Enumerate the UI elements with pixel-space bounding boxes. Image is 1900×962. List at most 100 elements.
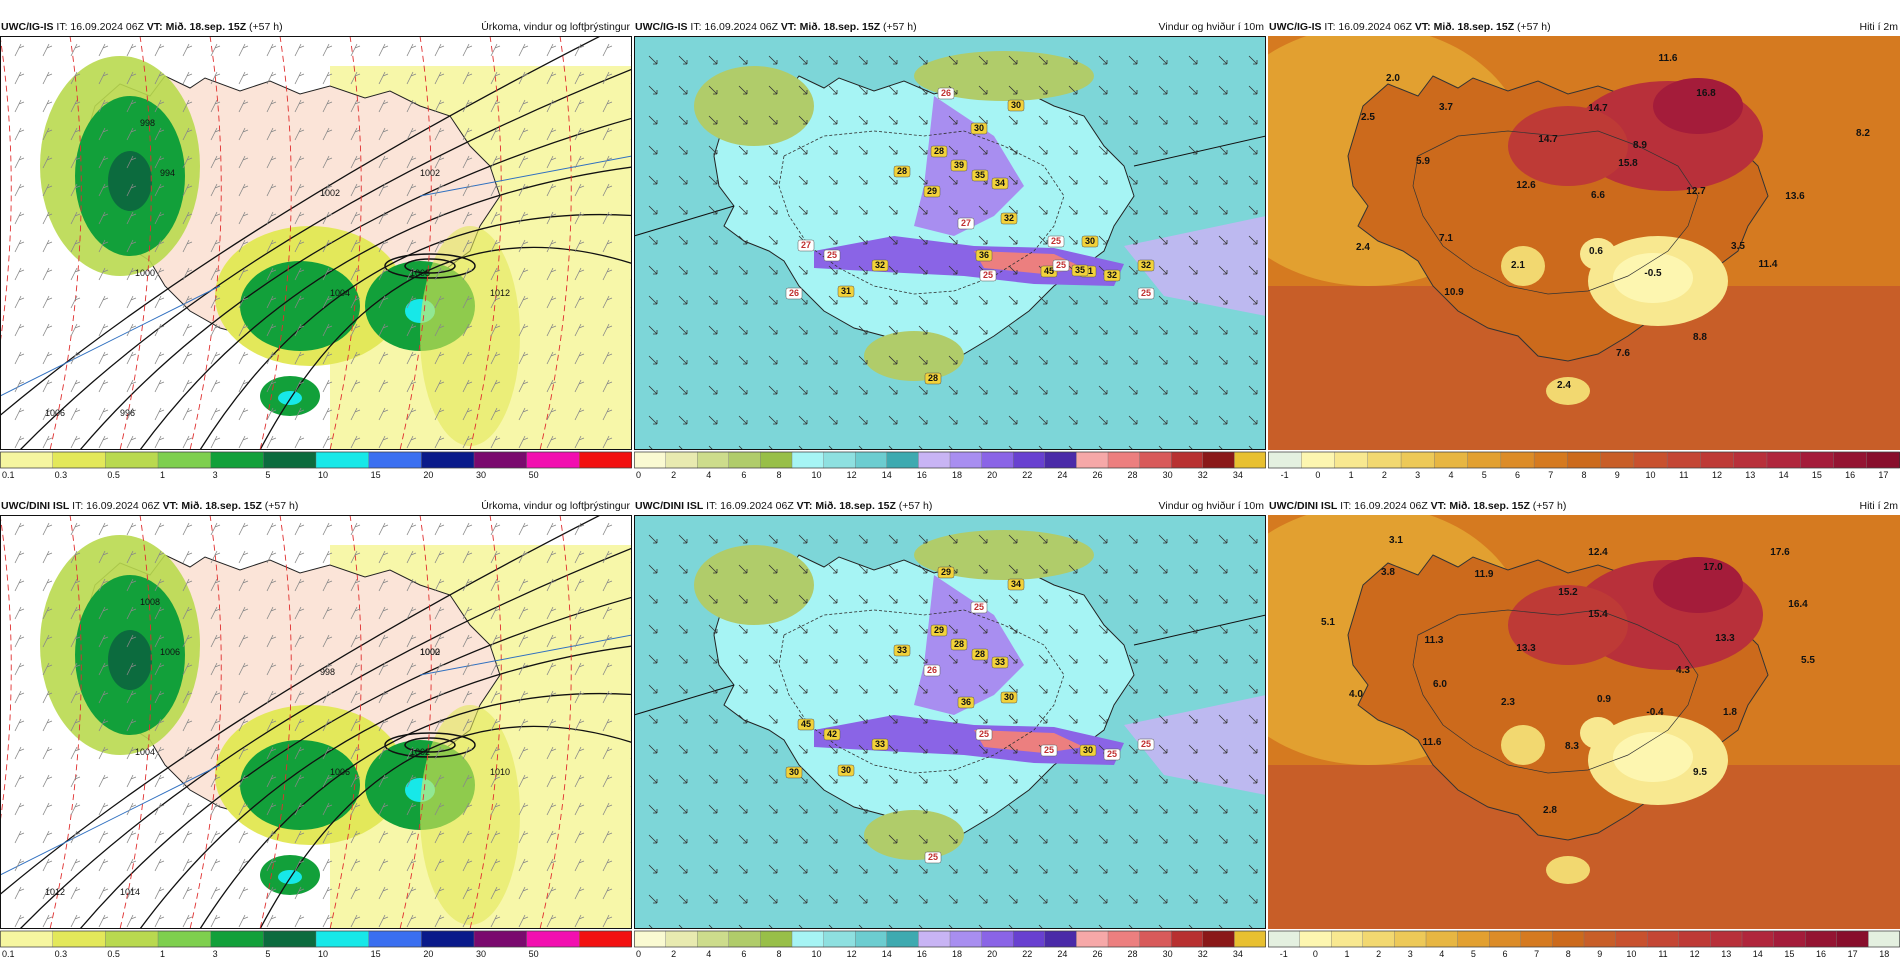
colorbar-tick-label: 4	[1439, 949, 1444, 959]
wind-barb	[70, 830, 81, 844]
temperature-contour	[469, 36, 502, 450]
wind-barb	[210, 155, 221, 169]
wind-barb	[98, 155, 109, 169]
temp-colorbar-canvas: -1 0 1 2 3 4 5 6 7 8 9 10 11 12 13 14 15 16 17	[1268, 451, 1900, 480]
wind-barb	[602, 407, 613, 421]
wind-barb	[238, 379, 249, 393]
wind-arrow	[1158, 864, 1168, 874]
colorbar-tick-label: 0.5	[107, 949, 120, 959]
wind-barb	[182, 239, 193, 253]
wind-barb	[126, 774, 137, 788]
wind-arrow	[1068, 624, 1078, 634]
gust-label-box	[1137, 738, 1155, 751]
map-frame	[634, 515, 1266, 929]
wind-arrow	[828, 564, 838, 574]
colorbar-swatch	[1425, 930, 1459, 948]
wind-barb	[210, 351, 221, 365]
wind-barb	[294, 407, 305, 421]
wind-arrow	[738, 624, 748, 634]
colorbar-tick-label: 18	[952, 949, 962, 959]
gust-label: 32	[1004, 213, 1014, 223]
wind-arrow	[1188, 834, 1198, 844]
wind-barb	[574, 211, 585, 225]
wind-barb	[378, 886, 389, 900]
wind-arrow	[978, 834, 988, 844]
wind-barb	[406, 323, 417, 337]
wind-barb	[406, 662, 417, 676]
wind-arrow	[768, 744, 778, 754]
wind-arrow	[1218, 594, 1228, 604]
wind-barb	[42, 746, 53, 760]
valid-time: VT: Mið. 18.sep. 15Z	[1414, 21, 1515, 33]
colorbar-swatch	[1868, 930, 1900, 948]
wind-arrow	[918, 684, 928, 694]
wind-barb	[434, 295, 445, 309]
gust-label: 30	[1011, 100, 1021, 110]
wind-barb	[238, 886, 249, 900]
wind-barb	[350, 718, 361, 732]
wind-barb	[126, 858, 137, 872]
wind-barb	[602, 578, 613, 592]
colorbar-tick-label: 14	[1753, 949, 1763, 959]
lead-time: (+57 h)	[264, 500, 299, 512]
colorbar-swatch	[791, 451, 825, 469]
wind-barb	[126, 155, 137, 169]
wind-arrow	[1158, 415, 1168, 425]
wind-barb	[154, 323, 165, 337]
wind-arrow	[708, 744, 718, 754]
wind-arrow	[858, 744, 868, 754]
wind-arrow	[1068, 714, 1078, 724]
wind-barb	[350, 886, 361, 900]
colorbar-tick-label: 30	[476, 949, 486, 959]
wind-arrow	[648, 534, 658, 544]
wind-arrow	[1188, 594, 1198, 604]
wind-barb	[602, 746, 613, 760]
colorbar-swatch	[1076, 930, 1109, 948]
wind-arrow	[948, 415, 958, 425]
wind-barb	[238, 99, 249, 113]
wind-arrow	[858, 894, 868, 904]
wind-arrow	[798, 534, 808, 544]
wind-barb	[210, 886, 221, 900]
wind-barb	[490, 99, 501, 113]
wind-arrow	[1188, 325, 1198, 335]
wind-barb	[294, 267, 305, 281]
wind-barb	[406, 690, 417, 704]
wind-arrow	[678, 894, 688, 904]
graticule-line	[419, 634, 632, 676]
wind-barb	[322, 858, 333, 872]
gust-label-box	[797, 239, 815, 252]
wind-arrow	[1128, 325, 1138, 335]
wind-barb	[518, 267, 529, 281]
colorbar-swatch	[1567, 451, 1602, 469]
wind-barb	[98, 379, 109, 393]
wind-arrow	[828, 265, 838, 275]
wind-arrow	[798, 624, 808, 634]
gust-label: 45	[1044, 266, 1054, 276]
colorbar-tick-label: 8	[776, 470, 781, 480]
colorbar-swatch	[1434, 451, 1469, 469]
temp-colorbar: -1 0 1 2 3 4 5 6 7 8 9 10 11 12 13 14 15 16 17 18	[1268, 929, 1900, 959]
precip-area-west-peak	[108, 630, 152, 690]
gust-label-box	[979, 269, 997, 282]
gust-label-box	[937, 87, 955, 100]
wind-arrow	[1128, 445, 1138, 450]
colorbar-tick-label: 3	[213, 949, 218, 959]
gust-label: 30	[1004, 692, 1014, 702]
gust-label: 25	[979, 729, 989, 739]
warm-peak-northeast	[1653, 78, 1743, 134]
temperature-contour	[329, 515, 362, 929]
temperature-label: 11.4	[1759, 259, 1778, 270]
wind-arrow	[798, 55, 808, 65]
wind-barb	[546, 886, 557, 900]
isobar-line	[0, 515, 602, 896]
wind-barb	[546, 155, 557, 169]
wind-barb	[210, 211, 221, 225]
colorbar-swatch	[1733, 451, 1768, 469]
wind-barb	[490, 774, 501, 788]
wind-barb	[98, 183, 109, 197]
wind-barb	[546, 295, 557, 309]
panel-precip-bottom: UWC/DINI ISL IT: 16.09.2024 06Z VT: Mið.…	[0, 497, 632, 962]
wind-arrow	[978, 85, 988, 95]
